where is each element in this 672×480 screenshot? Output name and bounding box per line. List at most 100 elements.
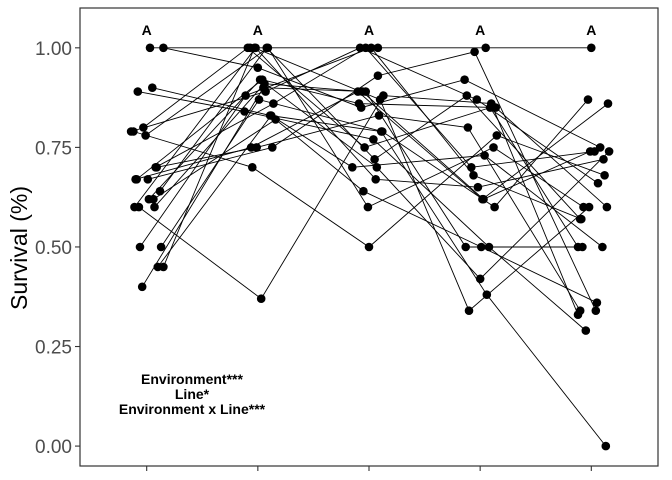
- data-point: [374, 111, 384, 120]
- data-point: [583, 95, 593, 104]
- data-point: [577, 214, 586, 224]
- data-point: [152, 163, 161, 172]
- data-point: [258, 75, 267, 84]
- data-point: [370, 155, 379, 164]
- y-tick-label: 1.00: [35, 39, 72, 60]
- data-point: [575, 306, 585, 316]
- data-point: [464, 306, 474, 316]
- data-point: [248, 163, 257, 172]
- data-point: [263, 43, 273, 53]
- data-point: [364, 242, 374, 252]
- data-point: [470, 47, 479, 57]
- data-point: [598, 242, 607, 252]
- group-letter: A: [142, 22, 152, 38]
- data-point: [469, 171, 478, 180]
- y-axis: 0.00 0.25 0.50 0.75 1.00: [35, 39, 80, 458]
- data-point: [358, 87, 367, 96]
- data-point: [480, 151, 489, 160]
- data-point: [256, 294, 266, 304]
- data-point: [241, 91, 250, 100]
- y-tick-label: 0.75: [35, 138, 72, 159]
- data-point: [599, 155, 608, 164]
- data-point: [461, 242, 471, 252]
- annotation-interaction: Environment x Line***: [119, 401, 266, 417]
- data-point: [126, 127, 136, 136]
- data-point: [135, 242, 145, 252]
- data-point: [467, 163, 476, 172]
- data-point: [132, 175, 141, 184]
- data-point: [592, 298, 602, 308]
- data-point: [137, 282, 147, 292]
- data-point: [373, 71, 383, 80]
- data-point: [472, 95, 482, 104]
- group-letter: A: [253, 22, 263, 38]
- data-point: [271, 115, 280, 124]
- data-point: [148, 83, 157, 92]
- data-point: [141, 131, 150, 140]
- data-point: [156, 242, 166, 252]
- data-point: [155, 186, 165, 196]
- data-point: [379, 91, 388, 100]
- data-point: [463, 123, 473, 132]
- data-point: [604, 147, 614, 156]
- data-point: [133, 87, 143, 96]
- data-point: [371, 175, 381, 184]
- data-point: [490, 202, 499, 212]
- data-point: [602, 202, 612, 212]
- data-point: [268, 143, 277, 152]
- data-point: [591, 306, 601, 316]
- annotation-line: Line*: [175, 386, 210, 402]
- y-tick-label: 0.00: [35, 437, 72, 458]
- data-point: [491, 103, 501, 112]
- data-point: [150, 202, 159, 212]
- data-point: [243, 43, 253, 53]
- data-point: [159, 43, 168, 53]
- y-axis-label: Survival (%): [6, 186, 32, 310]
- data-point: [460, 75, 469, 84]
- data-point: [601, 441, 611, 451]
- data-point: [240, 107, 249, 116]
- data-point: [593, 178, 603, 188]
- data-point: [595, 143, 605, 152]
- data-point: [372, 163, 382, 172]
- data-point: [366, 43, 376, 53]
- data-point: [581, 326, 591, 335]
- data-point: [373, 43, 383, 53]
- data-point: [489, 143, 498, 152]
- group-letter: A: [586, 22, 596, 38]
- data-point: [600, 171, 609, 180]
- data-point: [603, 99, 613, 108]
- data-point: [479, 194, 488, 204]
- data-point: [254, 95, 264, 104]
- data-point: [159, 262, 168, 272]
- data-point: [573, 242, 583, 252]
- data-point: [251, 43, 260, 53]
- data-point: [145, 43, 155, 53]
- data-point: [477, 242, 486, 252]
- group-letter: A: [364, 22, 374, 38]
- data-point: [130, 202, 139, 212]
- group-letter: A: [475, 22, 485, 38]
- data-point: [261, 87, 270, 96]
- data-point: [348, 163, 357, 172]
- data-point: [492, 131, 502, 140]
- data-point: [363, 202, 373, 212]
- data-point: [579, 202, 588, 212]
- data-point: [378, 127, 387, 136]
- data-point: [482, 290, 492, 300]
- data-point: [484, 242, 494, 252]
- annotation-environment: Environment***: [141, 371, 243, 387]
- data-point: [139, 123, 148, 132]
- data-point: [143, 175, 153, 184]
- data-point: [585, 147, 595, 156]
- data-point: [475, 274, 485, 284]
- series-points: [126, 43, 614, 451]
- data-point: [253, 63, 263, 72]
- data-point: [354, 99, 364, 108]
- data-point: [149, 194, 158, 204]
- data-point: [359, 186, 368, 196]
- data-point: [269, 99, 278, 108]
- data-point: [481, 43, 491, 53]
